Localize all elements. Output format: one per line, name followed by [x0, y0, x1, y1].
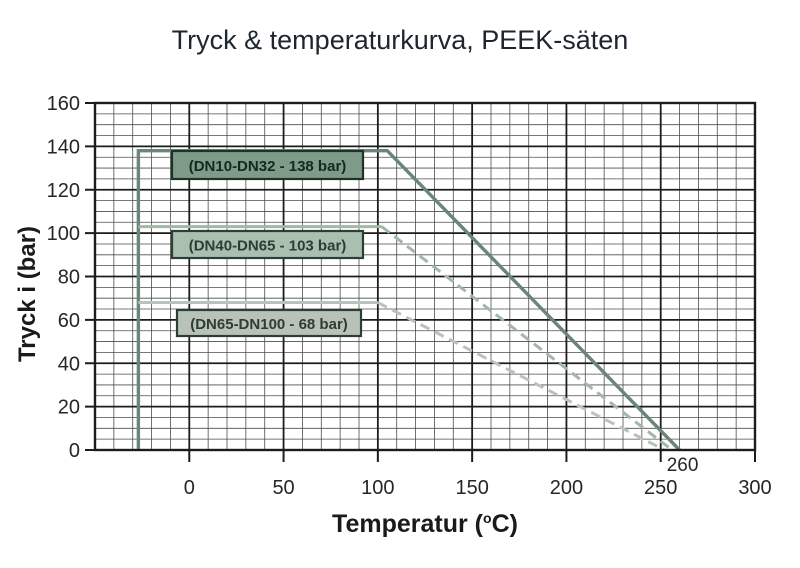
series-label-box-DN40-DN65 [170, 229, 365, 260]
x-tick-label: 200 [550, 477, 583, 499]
x-tick-label: 150 [455, 477, 488, 499]
curve-DN65-DN100-descent [377, 301, 666, 452]
y-tick-label: 0 [69, 440, 80, 462]
y-tick-label: 140 [47, 136, 80, 158]
y-tick-label: 120 [47, 180, 80, 202]
x-axis-label-sup: o [483, 510, 492, 526]
y-axis-label: Tryck i (bar) [14, 225, 41, 363]
series-label-box-DN10-DN32 [170, 149, 365, 181]
series-label-text-DN10-DN32: (DN10-DN32 - 138 bar) [189, 158, 347, 175]
series-label-text-DN65-DN100: (DN65-DN100 - 68 bar) [190, 316, 348, 333]
x-axis-label: Temperatur (oC) [95, 510, 755, 539]
y-tick-label: 40 [58, 353, 80, 375]
x-tick-label: 300 [738, 477, 771, 499]
series-label-text-DN40-DN65: (DN40-DN65 - 103 bar) [189, 238, 347, 255]
y-tick-label: 160 [47, 93, 80, 115]
x-tick-label: 250 [644, 477, 677, 499]
curve-DN40-DN65-descent [380, 225, 673, 452]
x-axis-label-pre: Temperatur ( [332, 510, 483, 538]
annotation-260: 260 [667, 455, 699, 476]
y-tick-label: 80 [58, 267, 80, 289]
chart-title: Tryck & temperaturkurva, PEEK-säten [171, 25, 629, 55]
y-tick-label: 100 [47, 223, 80, 245]
series-label-box-DN65-DN100 [175, 308, 363, 338]
y-tick-label: 60 [58, 310, 80, 332]
curve-DN10-DN32 [136, 149, 681, 452]
x-tick-label: 0 [184, 477, 195, 499]
x-axis-label-post: C) [491, 510, 518, 538]
x-tick-label: 100 [361, 477, 394, 499]
y-tick-label: 20 [58, 397, 80, 419]
x-tick-label: 50 [272, 477, 294, 499]
